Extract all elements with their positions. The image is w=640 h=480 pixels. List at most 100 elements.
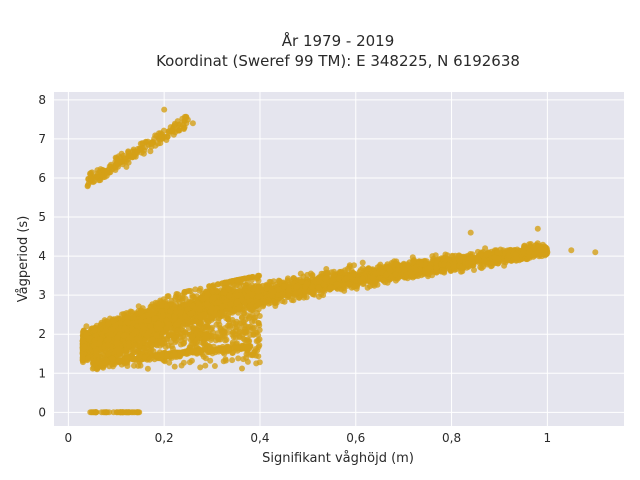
data-point [242,316,249,323]
data-point [383,271,389,278]
chart-title-line2: Koordinat (Sweref 99 TM): E 348225, N 61… [156,52,520,70]
data-point [337,269,344,276]
data-point [186,287,192,294]
data-point [263,285,270,292]
data-point [303,280,310,287]
data-point [180,359,187,366]
data-point [359,275,366,282]
data-point [235,355,242,362]
data-point [202,362,209,369]
data-point [86,335,93,342]
data-point [79,337,86,344]
data-point [207,357,214,364]
data-point [144,365,151,372]
data-point [392,271,399,278]
data-point [141,337,148,344]
data-point [262,299,269,306]
data-point [367,283,373,290]
data-point [341,282,347,288]
data-point [359,259,366,266]
data-point [505,252,512,259]
data-point [81,343,88,350]
data-point [255,293,262,300]
data-point [255,337,262,344]
data-point [449,253,456,260]
data-point [315,284,322,291]
data-point [83,323,90,330]
data-point [197,364,204,371]
data-point [336,275,343,282]
data-point [322,276,329,282]
data-point [393,260,400,267]
data-point [434,257,441,264]
data-point [255,353,262,360]
data-point [426,264,433,271]
data-point [412,267,419,273]
data-point [387,267,394,274]
data-point [404,261,411,268]
data-point [188,357,195,364]
data-point [341,269,348,276]
data-point [123,310,130,316]
data-point [310,288,317,295]
data-point [171,363,178,370]
data-point [281,283,288,290]
data-point [298,278,305,285]
data-point [297,270,304,277]
chart-title-line1: År 1979 - 2019 [282,31,395,50]
data-point [538,245,544,252]
data-point [369,274,376,281]
data-point [256,283,262,290]
data-point [407,269,413,276]
data-point [279,291,286,298]
data-point [290,297,297,304]
data-point [513,254,520,261]
data-point [285,278,291,285]
data-point [254,288,261,295]
data-point [345,281,352,288]
data-point [304,271,311,278]
data-point [293,283,300,290]
data-point [327,284,334,291]
data-point [500,258,507,265]
data-point [418,260,424,267]
data-point [530,245,537,252]
data-point [272,281,279,288]
data-point [79,354,86,361]
data-point [351,271,358,278]
data-point [173,291,180,297]
data-point [477,251,484,258]
data-point [380,277,387,284]
data-point [162,298,169,305]
data-point [456,262,463,269]
data-point [508,257,515,264]
data-point [352,283,359,290]
data-point [176,298,183,305]
data-point [401,266,408,273]
data-point [137,317,144,324]
data-point [309,272,316,278]
data-point [395,267,402,274]
data-point [84,357,91,364]
data-point [316,278,323,285]
data-point [433,264,440,271]
data-point [331,271,338,278]
data-point [232,328,239,335]
data-point [181,336,188,342]
data-point [270,288,277,295]
data-point [292,290,299,297]
data-point [440,268,447,275]
data-point [365,265,372,272]
data-point [357,267,364,273]
data-point [285,286,292,293]
data-point [303,294,310,301]
data-point [320,281,327,288]
data-point [285,292,292,299]
data-point [271,299,278,306]
data-point [526,248,533,255]
data-point [321,287,328,294]
data-point [388,260,395,266]
data-point [458,268,464,275]
data-point [333,281,340,288]
